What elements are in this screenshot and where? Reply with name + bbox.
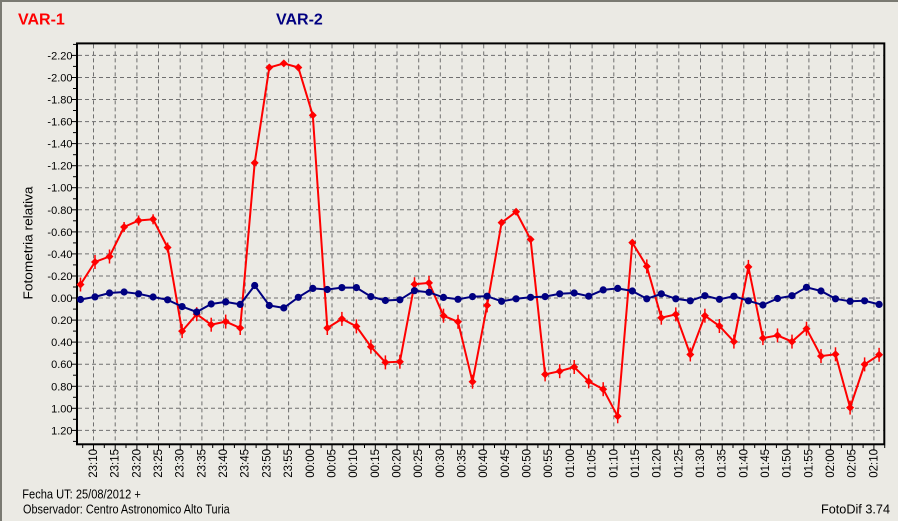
- svg-text:-0.80: -0.80: [47, 205, 72, 217]
- svg-text:Observador: Centro Astronomico: Observador: Centro Astronomico Alto Turi…: [23, 503, 230, 517]
- svg-text:00:10: 00:10: [348, 449, 360, 478]
- svg-text:01:30: 01:30: [695, 449, 707, 478]
- svg-text:00:00: 00:00: [305, 449, 317, 478]
- svg-text:Fecha UT: 25/08/2012 +: Fecha UT: 25/08/2012 +: [22, 488, 141, 502]
- svg-text:01:40: 01:40: [738, 449, 750, 478]
- svg-text:23:50: 23:50: [261, 449, 273, 478]
- svg-text:-0.60: -0.60: [47, 227, 72, 239]
- svg-text:00:30: 00:30: [435, 449, 447, 478]
- svg-text:VAR-1: VAR-1: [18, 12, 65, 29]
- svg-text:23:25: 23:25: [153, 449, 165, 478]
- svg-text:00:15: 00:15: [370, 449, 382, 478]
- svg-text:1.20: 1.20: [51, 425, 72, 437]
- svg-text:01:10: 01:10: [608, 449, 620, 478]
- svg-text:-2.20: -2.20: [47, 50, 72, 62]
- svg-text:-0.20: -0.20: [47, 271, 72, 283]
- svg-text:02:05: 02:05: [847, 449, 859, 478]
- svg-text:01:25: 01:25: [673, 449, 685, 478]
- svg-text:00:20: 00:20: [392, 449, 404, 478]
- svg-text:1.00: 1.00: [51, 403, 72, 415]
- svg-text:23:15: 23:15: [110, 449, 122, 478]
- svg-text:01:50: 01:50: [782, 449, 794, 478]
- svg-text:00:45: 00:45: [500, 449, 512, 478]
- svg-text:0.40: 0.40: [51, 337, 72, 349]
- svg-text:01:55: 01:55: [803, 449, 815, 478]
- svg-text:01:00: 01:00: [565, 449, 577, 478]
- svg-text:01:45: 01:45: [760, 449, 772, 478]
- svg-text:02:00: 02:00: [825, 449, 837, 478]
- svg-text:23:10: 23:10: [88, 449, 100, 478]
- svg-text:23:35: 23:35: [196, 449, 208, 478]
- svg-text:Fotometria relativa: Fotometria relativa: [22, 186, 36, 299]
- svg-text:23:40: 23:40: [218, 449, 230, 478]
- svg-text:01:15: 01:15: [630, 449, 642, 478]
- svg-text:01:05: 01:05: [587, 449, 599, 478]
- svg-text:23:45: 23:45: [240, 449, 252, 478]
- svg-text:-2.00: -2.00: [47, 73, 72, 85]
- svg-text:0.80: 0.80: [51, 381, 72, 393]
- svg-text:-1.40: -1.40: [47, 139, 72, 151]
- svg-text:-1.00: -1.00: [47, 183, 72, 195]
- svg-text:01:20: 01:20: [652, 449, 664, 478]
- svg-text:00:50: 00:50: [522, 449, 534, 478]
- svg-text:23:55: 23:55: [283, 449, 295, 478]
- svg-text:23:20: 23:20: [131, 449, 143, 478]
- svg-text:0.00: 0.00: [51, 293, 72, 305]
- svg-text:00:35: 00:35: [457, 449, 469, 478]
- svg-text:-1.80: -1.80: [47, 95, 72, 107]
- svg-text:02:10: 02:10: [868, 449, 880, 478]
- svg-text:0.60: 0.60: [51, 359, 72, 371]
- svg-text:-0.40: -0.40: [47, 249, 72, 261]
- svg-text:00:55: 00:55: [543, 449, 555, 478]
- svg-text:-1.60: -1.60: [47, 117, 72, 129]
- svg-text:23:30: 23:30: [175, 449, 187, 478]
- svg-text:00:25: 00:25: [413, 449, 425, 478]
- svg-text:00:05: 00:05: [327, 449, 339, 478]
- svg-text:-1.20: -1.20: [47, 161, 72, 173]
- svg-text:0.20: 0.20: [51, 315, 72, 327]
- svg-text:FotoDif 3.74: FotoDif 3.74: [821, 503, 890, 517]
- svg-text:01:35: 01:35: [717, 449, 729, 478]
- svg-text:VAR-2: VAR-2: [276, 12, 323, 29]
- svg-text:00:40: 00:40: [478, 449, 490, 478]
